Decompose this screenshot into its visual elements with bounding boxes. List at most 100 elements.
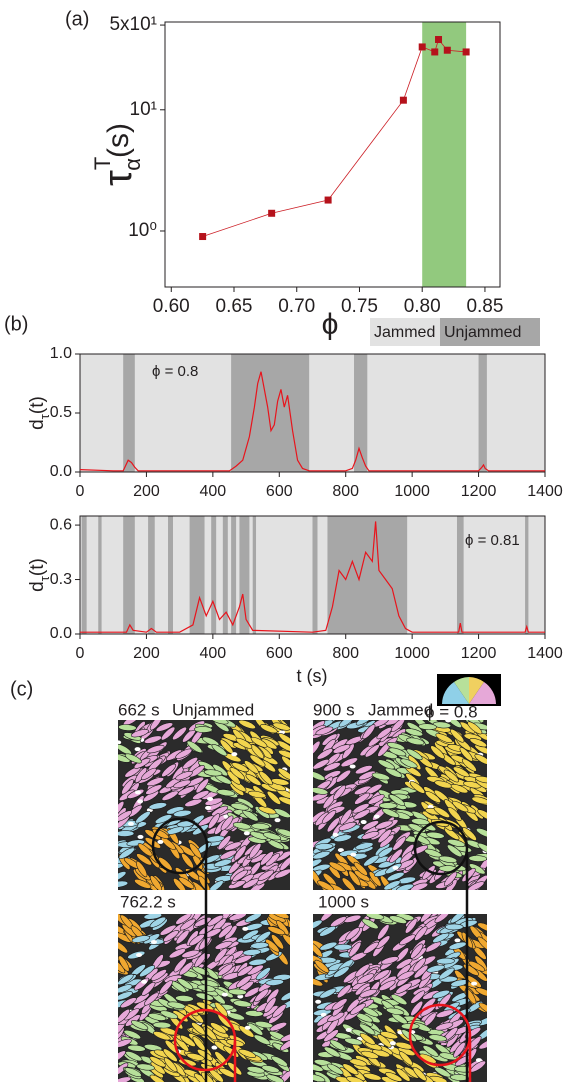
particle: [280, 990, 290, 1001]
particle: [175, 914, 192, 925]
particle: [178, 877, 195, 889]
particle: [345, 927, 361, 941]
y-label-subscript: α: [120, 158, 145, 171]
particle: [397, 970, 415, 981]
particle: [411, 818, 430, 826]
shaded-region: [168, 516, 173, 634]
particle: [254, 988, 269, 1003]
particle: [139, 965, 156, 978]
particle: [474, 754, 487, 765]
y-label-symbol: d: [27, 581, 48, 592]
x-tick-label: 0: [76, 645, 85, 662]
particle: [146, 744, 165, 754]
particle: [359, 988, 378, 998]
y-label-symbol: τ: [96, 170, 140, 186]
particle: [360, 1050, 379, 1059]
particle: [238, 720, 256, 730]
frame-time: 662 s: [118, 700, 160, 719]
particle: [193, 726, 213, 733]
particle: [435, 1009, 454, 1018]
particle: [443, 769, 459, 783]
particle: [145, 784, 163, 795]
x-tick-label: 0.80: [404, 296, 441, 317]
particle: [469, 863, 486, 875]
data-point: [418, 43, 426, 51]
particle: [385, 1007, 405, 1016]
y-axis-label: dτ(t): [27, 558, 52, 592]
particle: [118, 743, 132, 755]
particle: [378, 802, 398, 809]
particle: [173, 809, 192, 817]
particle: [124, 1067, 142, 1077]
particle: [149, 916, 167, 928]
particle: [454, 938, 461, 943]
particle: [313, 919, 323, 931]
particle: [172, 726, 187, 741]
particle: [410, 1000, 424, 1017]
particle: [453, 1042, 466, 1058]
particle: [475, 828, 487, 838]
particle: [406, 748, 423, 761]
particle: [377, 829, 392, 844]
particle: [478, 1002, 487, 1015]
particle: [146, 777, 165, 787]
particle: [177, 977, 194, 990]
particle: [118, 973, 134, 986]
particle: [389, 848, 403, 864]
particle: [349, 1003, 366, 1015]
particle: [277, 828, 290, 838]
y-axis-label: dτ(t): [27, 396, 52, 430]
particle: [231, 762, 249, 773]
particle: [118, 955, 130, 972]
particle: [375, 820, 393, 830]
particle: [313, 850, 331, 860]
particle: [388, 747, 407, 757]
particle: [420, 914, 434, 923]
x-tick-label: 1200: [461, 483, 497, 500]
frame-time: 762.2 s: [120, 892, 176, 911]
particle: [150, 939, 157, 944]
particle: [459, 747, 474, 762]
particle: [148, 802, 167, 810]
particle: [159, 1027, 178, 1036]
particle: [447, 807, 462, 822]
particle: [450, 914, 466, 924]
particle: [418, 723, 437, 731]
y-tick-label: 1.0: [50, 345, 72, 362]
y-tick-label: 0.0: [50, 463, 72, 480]
particle: [260, 851, 274, 866]
particle: [319, 925, 336, 937]
data-point: [399, 96, 407, 104]
particle: [338, 720, 355, 728]
particle: [231, 752, 238, 757]
particle: [329, 1039, 346, 1051]
particle: [266, 790, 281, 805]
particle: [233, 1000, 252, 1008]
particle: [175, 995, 194, 1002]
legend-label: Jammed: [374, 324, 435, 341]
particle: [179, 1034, 196, 1047]
particle: [353, 861, 368, 876]
particle: [444, 827, 460, 840]
particle: [127, 821, 134, 826]
particle: [118, 984, 133, 994]
particle: [178, 961, 194, 976]
particle: [221, 992, 228, 997]
particle: [331, 998, 348, 1011]
data-line: [79, 371, 545, 472]
particle: [471, 981, 478, 986]
particle: [468, 855, 487, 862]
particle: [363, 854, 380, 867]
particle: [159, 924, 177, 936]
particle: [328, 861, 346, 873]
particle: [319, 941, 338, 951]
x-tick-label: 1000: [394, 483, 430, 500]
particle: [316, 1014, 333, 1027]
y-tick-label: 0.0: [50, 625, 72, 642]
particle: [337, 848, 344, 853]
data-point: [324, 196, 332, 204]
particle: [124, 753, 142, 764]
particle: [203, 769, 223, 777]
particle: [345, 1028, 352, 1033]
